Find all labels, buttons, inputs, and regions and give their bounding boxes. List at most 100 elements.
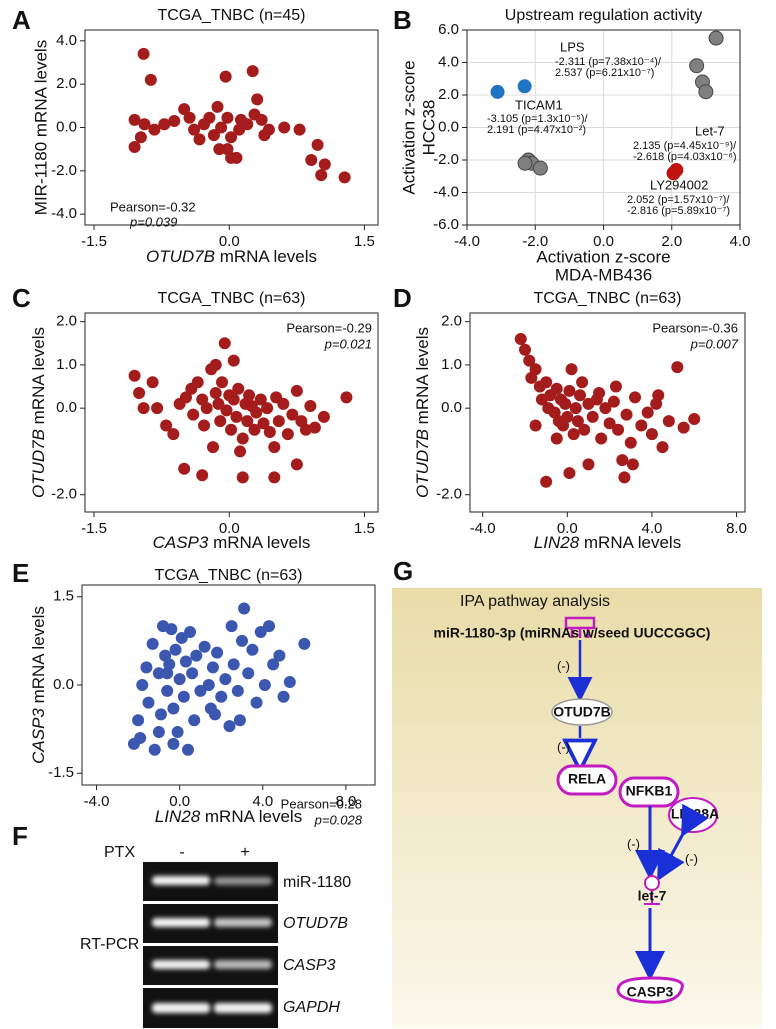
point [254,626,267,639]
point [191,376,204,389]
point [203,111,216,124]
point [283,676,296,689]
x-tick-label: 1.5 [354,233,375,250]
source-node: miR-1180-3p (miRNAs w/seed UUCCGGC) [434,625,711,641]
gene-name: CASP3 [29,708,48,764]
x-tick-label: -1.5 [81,233,107,250]
y-tick-label: 4.0 [438,53,459,70]
point [188,123,201,136]
point [132,714,145,727]
gel-band [152,918,210,927]
y-tick-label: 0.0 [56,118,77,135]
point-label: Let-7 [695,123,725,138]
gene-label: CASP3 [283,957,336,974]
point [198,419,211,432]
point [190,649,203,662]
point [175,631,188,644]
panel-letter: D [393,283,412,313]
point [624,436,637,449]
point [268,441,281,454]
treatment-label: PTX [104,844,135,861]
point [167,702,180,715]
point [137,402,150,415]
edge-label: (-) [557,739,570,754]
point [248,423,261,436]
y-tick-label: 2.0 [441,313,462,330]
point [317,410,330,423]
point [586,410,599,423]
point [607,395,620,408]
method-label: RT-PCR [80,936,139,953]
point [134,731,147,744]
point [179,391,192,404]
plot-frame [84,312,379,513]
point-label: TICAM1 [515,97,563,112]
point [338,171,351,184]
point [299,423,312,436]
node: CASP3 [627,984,674,1000]
point [514,332,527,345]
x-axis-label: CASP3 mRNA levels [153,533,311,552]
point-label: LY294002 [650,177,708,192]
point [578,423,591,436]
gene-name: OTUD7B [29,429,48,498]
point [641,406,654,419]
point [158,118,171,131]
point [609,380,622,393]
point [188,714,201,727]
y-tick-label: -2.0 [51,162,77,179]
annotation: p=0.028 [314,812,363,827]
point [318,158,331,171]
point [250,696,263,709]
point [645,428,658,441]
point [152,667,165,680]
point [202,679,215,691]
point [168,115,181,127]
y-axis-label: HCC38 [419,100,438,156]
point-note: -2.311 (p=7.38x10⁻⁴)/ [555,56,662,68]
point [529,419,542,432]
point [689,58,705,74]
point [540,475,553,488]
point [250,406,263,419]
point [571,415,584,428]
point-label: LPS [560,39,585,54]
pathway-title: IPA pathway analysis [460,593,610,610]
point [708,30,724,46]
point [286,408,299,421]
point [255,113,268,126]
x-tick-label: 4.0 [641,520,662,537]
point [517,155,533,171]
label-text: mRNA levels [205,807,302,826]
point [593,387,606,400]
y-tick-label: 2.0 [56,75,77,92]
point [290,458,303,471]
edge-label: (-) [685,851,698,866]
point [142,696,155,709]
y-axis-label: CASP3 mRNA levels [29,606,48,764]
point [603,417,616,430]
panel-letter: B [393,5,412,35]
node-shape [556,764,618,796]
point [216,376,229,389]
point [315,169,328,182]
point [160,419,173,432]
point [136,679,149,691]
node: NFKB1 [626,783,673,799]
point [231,684,244,697]
point [207,129,220,142]
point [236,634,249,647]
gel-band [152,960,210,969]
point [268,471,281,484]
point [165,623,178,636]
y-tick-label: -2.0 [433,151,459,168]
point [671,361,684,374]
point [218,337,231,350]
point [490,84,505,99]
y-tick-label: 1.0 [441,356,462,373]
point-note: 2.135 (p=4.45x10⁻⁹)/ [633,140,737,152]
y-tick-label: -4.0 [433,183,459,200]
point [293,123,306,136]
y-axis-label: Activation z-score [399,60,418,194]
gel-band [214,1003,272,1013]
